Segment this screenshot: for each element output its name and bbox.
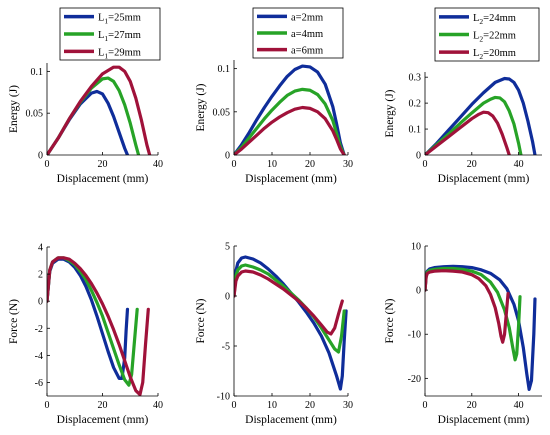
chart-panel-3: 0 20 40 0 0.1 0.2 0.3 Displacement (mm) Energy (…: [384, 7, 542, 185]
x-axis-label: Displacement (mm): [57, 414, 149, 426]
x-tick-label: 20: [467, 400, 477, 411]
x-tick-label: 40: [514, 159, 524, 170]
x-tick-label: 30: [343, 159, 353, 170]
y-tick-label: 0: [225, 151, 230, 162]
y-tick-label: 10: [411, 242, 421, 253]
y-tick-label: -4: [35, 351, 43, 362]
chart-panel-2: 0 10 20 30 0 0.05 0.1 Displacement (mm) Energy (…: [195, 7, 353, 185]
y-tick-label: 0.05: [26, 109, 44, 120]
series-line-red: [47, 65, 152, 155]
series-line-red: [234, 105, 346, 155]
y-tick-label: 2: [38, 270, 43, 281]
x-tick-label: 40: [153, 159, 163, 170]
series-line-red: [234, 269, 344, 336]
y-tick-label: 0.2: [409, 99, 422, 110]
x-tick-label: 20: [305, 400, 315, 411]
x-tick-label: 10: [267, 400, 277, 411]
y-tick-label: -10: [217, 392, 230, 403]
chart-panel-1: 0 20 40 0 0.05 0.1 Displacement (mm) Energy (J)…: [8, 7, 163, 185]
x-axis-label: Displacement (mm): [438, 414, 530, 426]
y-tick-label: -2: [35, 324, 43, 335]
legend: a=2mm a=4mm a=6mm: [252, 7, 344, 59]
series-line-green: [234, 87, 346, 155]
series-line-green: [425, 95, 523, 155]
chart-panel-4: 0 20 40 -6 -4 -2 0 2 4 Displacement (mm) Force (N): [8, 243, 163, 427]
x-tick-label: 20: [98, 159, 108, 170]
x-tick-label: 10: [267, 159, 277, 170]
y-tick-label: -20: [408, 374, 421, 385]
y-tick-label: 0.3: [409, 73, 422, 84]
legend: L2=24mm L2=22mm L2=20mm: [434, 7, 540, 62]
y-tick-label: 5: [225, 242, 230, 253]
x-tick-label: 30: [343, 400, 353, 411]
y-axis-label: Energy (J): [8, 85, 20, 133]
x-tick-label: 20: [98, 400, 108, 411]
y-axis-label: Energy (J): [384, 89, 396, 137]
y-tick-label: 0: [38, 297, 43, 308]
x-tick-label: 0: [423, 159, 428, 170]
legend: L1=25mm L1=27mm L1=29mm: [59, 7, 161, 61]
legend-entry: L1=27mm: [98, 30, 141, 43]
series-line-red: [425, 269, 510, 344]
x-axis-label: Displacement (mm): [245, 414, 337, 426]
y-tick-label: 0: [38, 151, 43, 162]
x-axis-label: Displacement (mm): [438, 173, 530, 185]
x-tick-label: 0: [423, 400, 428, 411]
legend-entry: a=4mm: [291, 29, 323, 40]
x-tick-label: 0: [232, 400, 237, 411]
series-line-red: [47, 256, 150, 396]
y-tick-label: 0: [416, 286, 421, 297]
x-tick-label: 0: [45, 400, 50, 411]
x-tick-label: 20: [467, 159, 477, 170]
legend-entry: L2=22mm: [473, 31, 516, 44]
y-tick-label: 0.1: [218, 64, 231, 75]
legend-entry: L1=25mm: [98, 13, 141, 26]
chart-panel-5: 0 10 20 30 -10 -5 0 5 Displacement (mm) Force (N): [195, 242, 353, 427]
y-tick-label: 0: [416, 151, 421, 162]
y-axis-label: Energy (J): [195, 83, 207, 131]
legend-entry: L1=29mm: [98, 47, 141, 60]
series-line-green: [234, 263, 346, 354]
x-tick-label: 20: [305, 159, 315, 170]
x-axis-label: Displacement (mm): [245, 173, 337, 185]
y-axis-label: Force (N): [8, 299, 20, 344]
y-tick-label: 0.1: [409, 125, 422, 136]
x-tick-label: 0: [232, 159, 237, 170]
y-tick-label: -10: [408, 330, 421, 341]
x-axis-label: Displacement (mm): [57, 173, 149, 185]
legend-entry: a=2mm: [291, 12, 323, 23]
chart-panel-6: 0 20 40 -20 -10 0 10 Displacement (mm) Force (N): [384, 242, 542, 426]
x-tick-label: 0: [45, 159, 50, 170]
y-tick-label: 0.05: [213, 107, 231, 118]
legend-entry: a=6mm: [291, 46, 323, 57]
legend-entry: L2=24mm: [473, 13, 516, 26]
series-line-green: [425, 266, 522, 362]
x-tick-label: 40: [153, 400, 163, 411]
x-tick-label: 40: [514, 400, 524, 411]
y-tick-label: 4: [38, 243, 43, 254]
y-tick-label: -6: [35, 378, 43, 389]
legend-entry: L2=20mm: [473, 48, 516, 61]
y-axis-label: Force (N): [384, 298, 396, 343]
y-axis-label: Force (N): [195, 298, 207, 343]
series-line-red: [425, 110, 511, 155]
y-tick-label: 0: [225, 292, 230, 303]
y-tick-label: 0.1: [31, 67, 44, 78]
series-line-blue: [234, 64, 346, 155]
series-line-blue: [425, 76, 537, 155]
y-tick-label: -5: [222, 342, 230, 353]
